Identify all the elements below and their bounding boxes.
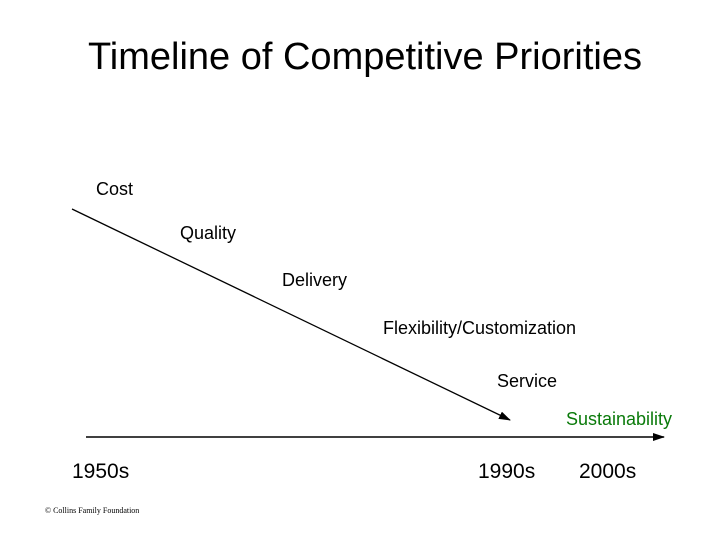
priority-cost: Cost <box>96 179 134 199</box>
era-1950s: 1950s <box>72 460 130 483</box>
era-2000s: 2000s <box>579 460 637 483</box>
priority-sustainability: Sustainability <box>566 409 673 429</box>
priority-flexibility-customization: Flexibility/Customization <box>383 318 577 338</box>
priority-quality: Quality <box>180 223 237 243</box>
era-1990s: 1990s <box>478 460 536 483</box>
trend-arrow <box>71 208 511 421</box>
slide-title: Timeline of Competitive Priorities <box>88 36 642 78</box>
copyright-notice: © Collins Family Foundation <box>45 506 140 515</box>
priority-delivery: Delivery <box>282 270 348 290</box>
priority-service: Service <box>497 371 558 391</box>
